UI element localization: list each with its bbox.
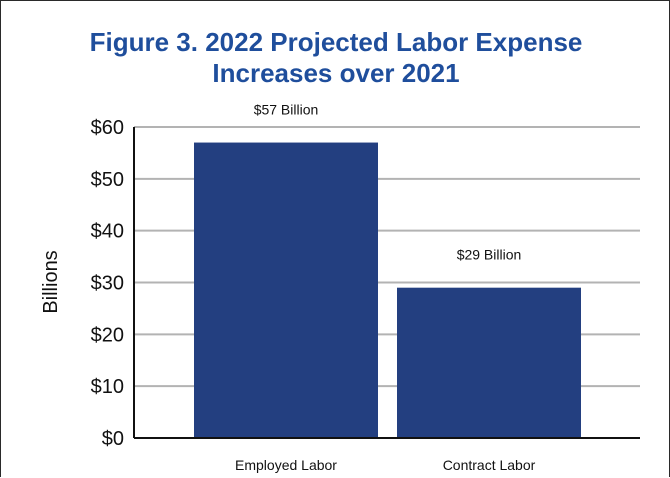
y-tick-label-60: $60 <box>91 117 124 139</box>
y-tick-label-50: $50 <box>91 169 124 191</box>
y-tick-label-10: $10 <box>91 376 124 398</box>
data-labels: $57 Billion $29 Billion <box>254 102 522 263</box>
y-axis-title: Billions <box>40 250 62 313</box>
bars <box>194 142 581 439</box>
category-label-0: Employed Labor <box>235 457 337 473</box>
bar-1 <box>397 287 581 438</box>
data-label-0: $57 Billion <box>254 102 319 118</box>
chart-title: Figure 3. 2022 Projected Labor Expense I… <box>1 27 670 89</box>
chart-title-line-1: Figure 3. 2022 Projected Labor Expense <box>89 27 583 57</box>
category-labels: Employed Labor Contract Labor <box>235 457 536 473</box>
y-tick-labels: $0 $10 $20 $30 $40 $50 $60 <box>91 117 124 450</box>
data-label-1: $29 Billion <box>457 247 522 263</box>
chart-title-line-2: Increases over 2021 <box>212 58 460 88</box>
y-tick-label-40: $40 <box>91 221 124 243</box>
y-tick-label-30: $30 <box>91 273 124 295</box>
category-label-1: Contract Labor <box>443 457 536 473</box>
y-tick-label-20: $20 <box>91 324 124 346</box>
y-tick-label-0: $0 <box>102 428 124 450</box>
axes <box>133 127 640 439</box>
bar-0 <box>194 142 378 439</box>
